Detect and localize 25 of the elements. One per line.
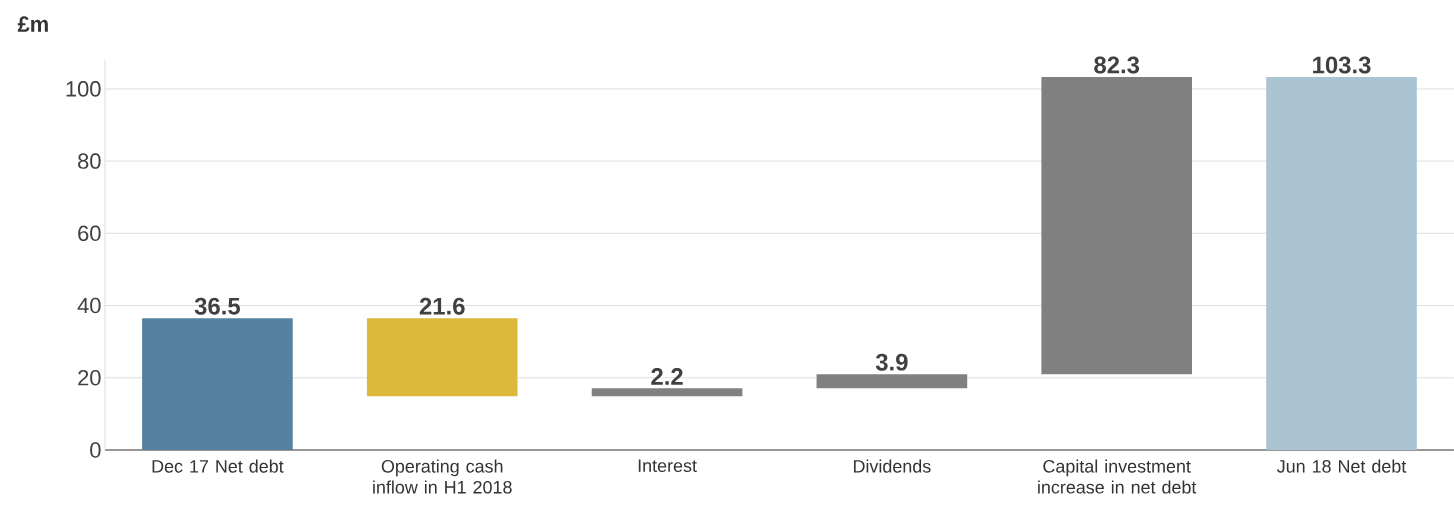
data-label: 36.5 xyxy=(194,297,240,315)
y-axis-title: £m xyxy=(17,16,48,32)
bar xyxy=(816,374,968,389)
data-label: 21.6 xyxy=(419,297,465,315)
bar xyxy=(142,318,293,450)
bar xyxy=(1041,76,1193,375)
x-tick-label: Dividends xyxy=(853,459,931,473)
data-label: 82.3 xyxy=(1094,56,1140,74)
y-tick-label: 20 xyxy=(78,370,101,386)
data-label: 3.9 xyxy=(875,353,908,371)
bar xyxy=(1266,76,1417,450)
bar xyxy=(591,388,743,397)
y-tick-label: 100 xyxy=(66,81,101,97)
y-tick-label: 80 xyxy=(78,153,101,169)
x-tick-label: Dec 17 Net debt xyxy=(152,459,284,473)
bar xyxy=(366,318,518,397)
data-label: 2.2 xyxy=(651,368,683,385)
x-tick-label: Operating cash inflow in H1 2018 xyxy=(373,459,512,494)
x-tick-label: Jun 18 Net debt xyxy=(1277,459,1407,473)
y-tick-label: 0 xyxy=(90,442,101,458)
y-tick-label: 60 xyxy=(78,225,101,242)
x-tick-label: Capital investment increase in net debt xyxy=(1038,459,1197,494)
y-tick-label: 40 xyxy=(77,297,101,314)
data-label: 103.3 xyxy=(1313,56,1371,74)
x-tick-label: Interest xyxy=(638,459,697,473)
